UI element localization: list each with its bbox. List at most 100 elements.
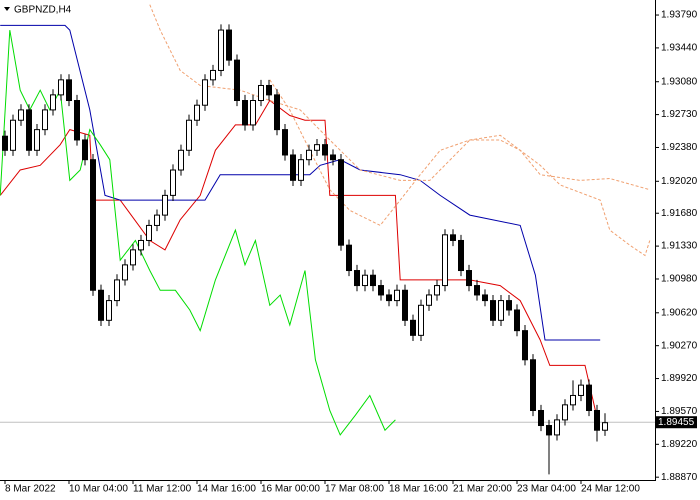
candle-body	[474, 285, 480, 296]
candle-body	[122, 264, 128, 281]
indicator-line	[149, 4, 650, 191]
y-tick-label: 1.89920	[661, 373, 698, 384]
x-tick-label: 17 Mar 08:00	[325, 484, 384, 495]
y-tick-label: 1.89570	[661, 406, 698, 417]
y-tick-label: 1.93790	[661, 10, 698, 21]
candle-body	[170, 169, 176, 196]
candle-body	[402, 289, 408, 321]
candle-body	[26, 109, 32, 151]
candle-body	[442, 234, 448, 287]
candle-body	[594, 409, 600, 431]
candle-body	[586, 384, 592, 411]
candle-body	[210, 69, 216, 81]
candle-body	[354, 270, 360, 287]
x-tick-label: 8 Mar 2022	[5, 484, 56, 495]
candle-body	[602, 422, 608, 431]
candle-body	[18, 109, 24, 121]
candle-body	[418, 304, 424, 336]
last-price-box	[655, 416, 697, 429]
candle-body	[282, 129, 288, 156]
candle-body	[10, 119, 16, 151]
y-tick-label: 1.93440	[661, 43, 698, 54]
x-tick-label: 24 Mar 12:00	[581, 484, 640, 495]
candle-body	[58, 79, 64, 96]
candle-body	[34, 129, 40, 151]
candle-body	[450, 234, 456, 241]
candle-body	[362, 274, 368, 287]
x-tick-label: 18 Mar 16:00	[389, 484, 448, 495]
candle-body	[546, 425, 552, 436]
last-price-label: 1.89455	[658, 417, 695, 428]
candle-body	[386, 294, 392, 302]
candle-body	[258, 84, 264, 102]
candle-body	[370, 274, 376, 287]
candle-body	[154, 214, 160, 226]
candle-body	[2, 135, 8, 151]
candle-body	[554, 419, 560, 436]
y-tick-label: 1.89220	[661, 439, 698, 450]
candle-body	[98, 289, 104, 321]
menu-arrow[interactable]	[4, 7, 10, 11]
candle-body	[466, 270, 472, 287]
candle-body	[346, 244, 352, 272]
candle-body	[242, 100, 248, 126]
candle-body	[394, 289, 400, 302]
candle-body	[178, 149, 184, 171]
candle-body	[202, 79, 208, 106]
candle-body	[42, 109, 48, 131]
y-tick-label: 1.92020	[661, 176, 698, 187]
y-tick-label: 1.91680	[661, 208, 698, 219]
x-tick-label: 10 Mar 04:00	[69, 484, 128, 495]
candle-body	[306, 149, 312, 161]
chart-title: GBPNZD,H4	[14, 5, 72, 16]
candle-body	[538, 409, 544, 427]
y-tick-label: 1.93080	[661, 76, 698, 87]
candle-body	[114, 279, 120, 302]
candle-body	[218, 29, 224, 71]
candle-body	[82, 139, 88, 161]
x-tick-label: 11 Mar 12:00	[133, 484, 192, 495]
y-tick-label: 1.91330	[661, 241, 698, 252]
x-tick-label: 21 Mar 20:00	[453, 484, 512, 495]
candle-body	[434, 285, 440, 296]
candle-body	[506, 300, 512, 311]
candle-body	[322, 144, 328, 156]
candle-body	[186, 119, 192, 151]
y-tick-label: 1.92380	[661, 142, 698, 153]
candle-body	[290, 154, 296, 181]
y-tick-label: 1.90270	[661, 340, 698, 351]
candle-body	[138, 239, 144, 251]
candle-body	[234, 59, 240, 102]
candle-body	[146, 224, 152, 241]
y-tick-label: 1.90620	[661, 307, 698, 318]
y-tick-label: 1.88870	[661, 472, 698, 483]
indicator-line	[0, 24, 601, 341]
candle-body	[250, 100, 256, 126]
candle-body	[570, 394, 576, 406]
candle-body	[578, 384, 584, 396]
indicator-line	[269, 79, 651, 257]
candle-body	[194, 104, 200, 121]
candle-body	[130, 249, 136, 266]
candle-body	[106, 300, 112, 321]
candle-body	[426, 294, 432, 306]
candle-body	[162, 194, 168, 216]
x-tick-label: 16 Mar 00:00	[261, 484, 320, 495]
candle-body	[314, 144, 320, 151]
candle-body	[50, 94, 56, 111]
x-tick-label: 23 Mar 04:00	[517, 484, 576, 495]
candle-body	[90, 159, 96, 291]
candle-body	[410, 319, 416, 336]
candle-body	[378, 285, 384, 296]
candle-body	[330, 154, 336, 161]
candle-body	[562, 404, 568, 421]
candle-body	[274, 94, 280, 131]
candle-body	[482, 294, 488, 302]
candle-body	[266, 84, 272, 96]
candle-body	[338, 159, 344, 246]
x-tick-label: 14 Mar 16:00	[197, 484, 256, 495]
y-tick-label: 1.90980	[661, 274, 698, 285]
candle-body	[490, 300, 496, 321]
